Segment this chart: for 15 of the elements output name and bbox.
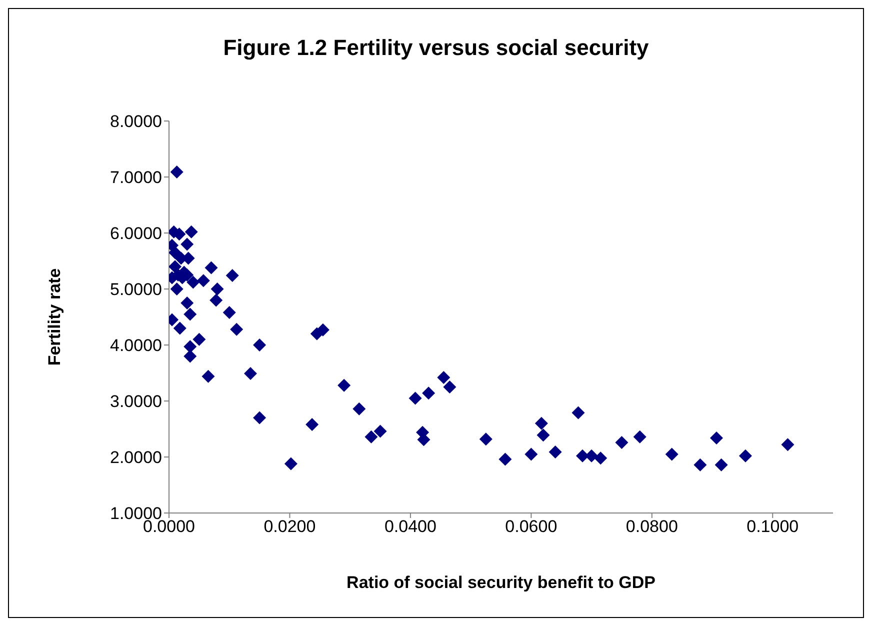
x-tick-label: 0.0400 [384, 517, 436, 536]
x-tick-label: 0.0200 [264, 517, 316, 536]
y-axis-title: Fertility rate [45, 268, 64, 366]
y-tick-label: 8.0000 [110, 112, 162, 132]
y-tick-label: 5.0000 [110, 280, 162, 300]
y-tick-label: 3.0000 [110, 392, 162, 412]
x-tick-label: 0.0800 [626, 517, 678, 536]
y-tick-label: 6.0000 [110, 224, 162, 244]
chart-title: Figure 1.2 Fertility versus social security [222, 34, 650, 60]
x-axis-title: Ratio of social security benefit to GDP [346, 573, 656, 592]
y-tick-label: 2.0000 [110, 448, 162, 468]
y-tick-label: 4.0000 [110, 336, 162, 356]
y-tick-label: 7.0000 [110, 168, 162, 188]
x-tick-label: 0.1000 [746, 517, 799, 536]
x-tick-label: 0.0600 [505, 517, 558, 536]
